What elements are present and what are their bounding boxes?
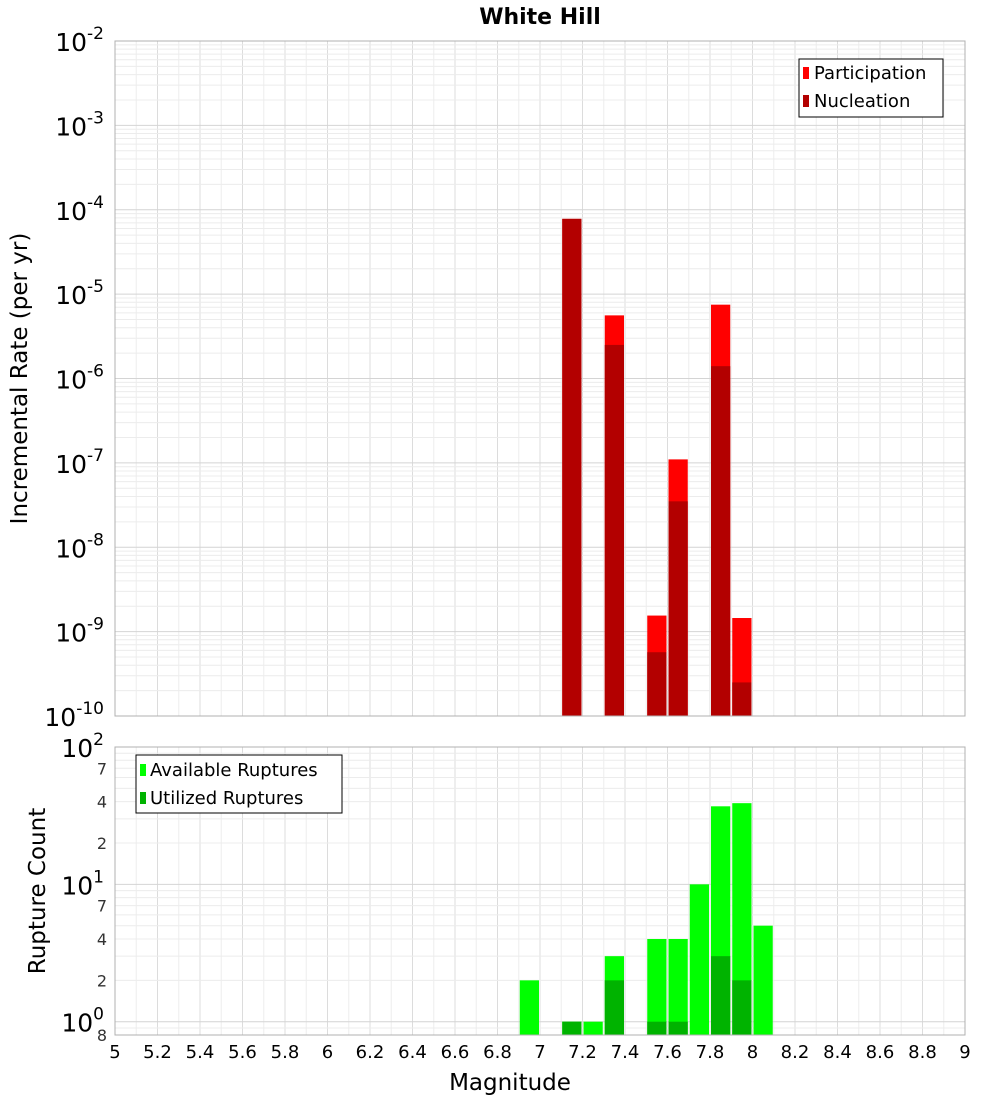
nucleation-legend-swatch (803, 95, 809, 107)
x-tick-label: 6 (322, 1042, 333, 1063)
top-y-tick-label: 10-2 (55, 24, 104, 57)
available-legend-label: Available Ruptures (150, 760, 318, 781)
bottom-legend-box (135, 754, 343, 814)
nucleation-bar (604, 344, 624, 716)
bottom-y-tick-label: 101 (61, 867, 104, 900)
participation-legend-label: Participation (814, 63, 926, 84)
nucleation-bar (732, 682, 752, 716)
top-y-tick-label: 10-4 (55, 193, 104, 226)
bottom-y-minor-label: 2 (97, 834, 107, 853)
utilized-ruptures-bar (562, 1021, 582, 1035)
x-tick-label: 7.2 (568, 1042, 597, 1063)
nucleation-bar (668, 501, 688, 716)
participation-legend-swatch (803, 67, 809, 79)
utilized-legend-label: Utilized Ruptures (150, 788, 303, 809)
nucleation-legend-label: Nucleation (814, 91, 910, 112)
top-legend: Participation Nucleation (798, 58, 944, 118)
bottom-y-minor-label: 2 (97, 971, 107, 990)
x-tick-label: 8.8 (908, 1042, 937, 1063)
x-tick-label: 7.6 (653, 1042, 682, 1063)
x-tick-label: 5.6 (228, 1042, 257, 1063)
top-y-tick-label: 10-9 (55, 615, 104, 648)
x-tick-label: 8.2 (781, 1042, 810, 1063)
top-plot-frame (114, 40, 966, 717)
x-axis-label: Magnitude (449, 1070, 571, 1096)
utilized-legend-swatch (140, 792, 146, 804)
chart-title: White Hill (479, 5, 601, 30)
bottom-y-minor-label: 8 (97, 1026, 107, 1045)
nucleation-bar (711, 366, 731, 716)
x-tick-label: 8.4 (823, 1042, 852, 1063)
available-ruptures-bar (753, 925, 773, 1035)
utilized-ruptures-bar (711, 956, 731, 1035)
bottom-y-tick-label: 100 (61, 1005, 104, 1038)
nucleation-bar (647, 652, 667, 716)
available-legend-swatch (140, 764, 146, 776)
bottom-y-tick-label: 102 (61, 730, 104, 763)
bottom-y-minor-label: 7 (97, 759, 107, 778)
available-ruptures-bar (732, 803, 752, 1035)
utilized-ruptures-bar (668, 1021, 688, 1035)
utilized-ruptures-bar (647, 1021, 667, 1035)
bottom-y-minor-label: 4 (97, 793, 107, 812)
bottom-legend: Available Ruptures Utilized Ruptures (135, 754, 343, 814)
utilized-ruptures-bar (732, 980, 752, 1035)
x-tick-label: 5 (109, 1042, 120, 1063)
x-tick-label: 9 (959, 1042, 970, 1063)
available-ruptures-bar (519, 980, 539, 1035)
x-tick-label: 6.2 (356, 1042, 385, 1063)
available-ruptures-bar (583, 1021, 603, 1035)
top-y-tick-label: 10-6 (55, 362, 104, 395)
x-tick-label: 6.8 (483, 1042, 512, 1063)
bottom-plot-frame (114, 746, 966, 1036)
bottom-y-minor-label: 4 (97, 930, 107, 949)
top-y-tick-label: 10-10 (44, 699, 104, 732)
x-tick-label: 8 (747, 1042, 758, 1063)
top-y-tick-label: 10-7 (55, 446, 104, 479)
top-y-tick-label: 10-8 (55, 530, 104, 563)
utilized-ruptures-bar (604, 980, 624, 1035)
x-tick-label: 7.8 (696, 1042, 725, 1063)
x-tick-label: 7 (534, 1042, 545, 1063)
x-tick-label: 7.4 (611, 1042, 640, 1063)
bottom-y-minor-label: 7 (97, 897, 107, 916)
x-tick-label: 5.2 (143, 1042, 172, 1063)
x-tick-label: 6.4 (398, 1042, 427, 1063)
top-y-axis-label: Incremental Rate (per yr) (7, 233, 33, 525)
x-tick-label: 5.8 (271, 1042, 300, 1063)
top-y-tick-label: 10-3 (55, 108, 104, 141)
top-legend-box (798, 58, 944, 118)
top-y-tick-label: 10-5 (55, 277, 104, 310)
x-tick-label: 5.4 (186, 1042, 215, 1063)
bottom-y-axis-label: Rupture Count (25, 808, 51, 974)
x-tick-label: 8.6 (866, 1042, 895, 1063)
available-ruptures-bar (668, 939, 688, 1035)
x-tick-label: 6.6 (441, 1042, 470, 1063)
nucleation-bar (562, 218, 582, 716)
available-ruptures-bar (689, 884, 709, 1035)
available-ruptures-bar (647, 939, 667, 1035)
